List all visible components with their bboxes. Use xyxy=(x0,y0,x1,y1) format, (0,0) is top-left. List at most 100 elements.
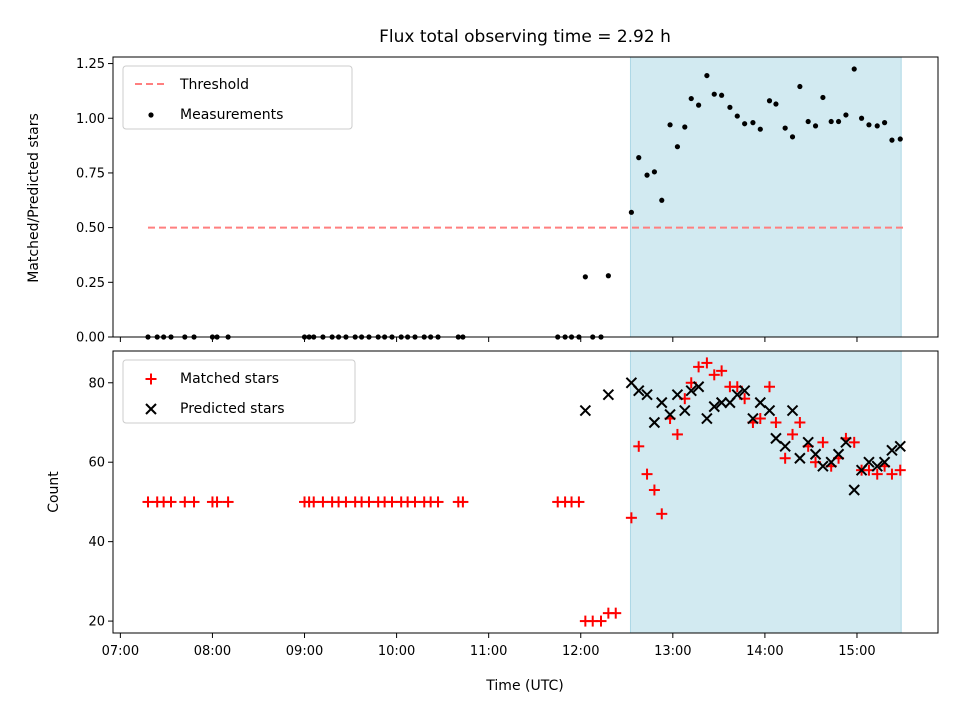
legend-label: Measurements xyxy=(180,107,283,123)
bottom-point xyxy=(648,484,660,496)
top-y-tick-label: 0.00 xyxy=(76,331,105,346)
x-tick-label: 15:00 xyxy=(838,644,875,659)
bottom-point xyxy=(763,404,776,417)
bottom-point xyxy=(671,428,683,440)
bottom-point xyxy=(848,436,860,448)
x-tick-label: 10:00 xyxy=(378,644,415,659)
bottom-series-0 xyxy=(142,357,906,627)
top-subplot: 0.00 0.25 0.50 0.75 1.00 1.25 Threshold Measure… xyxy=(76,56,939,346)
bottom-point xyxy=(817,436,829,448)
legend-box xyxy=(122,359,356,424)
top-point xyxy=(820,94,826,101)
top-point xyxy=(727,104,733,110)
x-axis-label: Time (UTC) xyxy=(485,678,563,694)
legend-label: Predicted stars xyxy=(180,401,285,417)
bottom-y-axis-label: Count xyxy=(46,471,62,513)
bottom-point xyxy=(738,385,751,397)
top-point xyxy=(812,123,819,129)
bottom-point xyxy=(802,436,814,449)
bottom-point xyxy=(786,404,799,417)
bottom-point xyxy=(610,607,622,619)
top-point xyxy=(835,118,842,125)
bottom-point xyxy=(579,404,592,417)
top-point xyxy=(789,134,796,140)
bottom-point xyxy=(625,512,637,524)
bottom-y-tick-label: 40 xyxy=(88,535,105,550)
bottom-point xyxy=(409,496,421,508)
bottom-point xyxy=(692,381,705,393)
bottom-point xyxy=(679,404,691,417)
bottom-point xyxy=(886,444,898,457)
top-point xyxy=(881,120,888,126)
top-point xyxy=(682,124,688,130)
bottom-point xyxy=(432,496,444,508)
bottom-point xyxy=(188,496,200,508)
top-point xyxy=(805,118,811,125)
bottom-point xyxy=(656,508,668,520)
bottom-point xyxy=(817,460,829,472)
bottom-point xyxy=(878,456,891,468)
top-point xyxy=(828,118,834,125)
bottom-point xyxy=(641,388,653,401)
bottom-point xyxy=(671,388,684,401)
bottom-point xyxy=(363,496,375,508)
top-point xyxy=(742,121,748,127)
bottom-series-1 xyxy=(579,377,906,496)
bottom-point xyxy=(165,496,177,508)
bottom-point xyxy=(708,369,720,381)
x-tick-label: 12:00 xyxy=(562,644,599,659)
bottom-point xyxy=(633,385,645,397)
bottom-point xyxy=(715,396,728,409)
bottom-point xyxy=(871,468,883,480)
bottom-point xyxy=(648,416,661,429)
top-point xyxy=(667,122,673,128)
top-point xyxy=(773,101,779,107)
top-point xyxy=(874,123,880,129)
bottom-legend: Matched stars Predicted stars xyxy=(122,359,356,424)
bottom-point xyxy=(794,452,806,464)
top-point xyxy=(711,91,717,97)
bottom-point xyxy=(840,436,852,449)
x-tick-label: 14:00 xyxy=(746,644,783,659)
bottom-point xyxy=(142,496,154,508)
bottom-point xyxy=(222,496,234,508)
bottom-point xyxy=(595,615,607,627)
bottom-observing-region xyxy=(629,350,902,634)
top-point xyxy=(659,197,665,203)
top-y-tick-label: 1.00 xyxy=(76,112,105,127)
bottom-point xyxy=(863,456,875,468)
top-point xyxy=(696,102,702,108)
bottom-point xyxy=(779,440,791,453)
x-tick-label: 08:00 xyxy=(194,644,231,659)
bottom-subplot: 20 40 60 80 07:00 08:00 09:00 10:00 11:00 12:00 13… xyxy=(88,350,939,659)
bottom-point xyxy=(754,396,767,409)
top-point xyxy=(889,137,895,143)
bottom-point xyxy=(317,496,329,508)
top-legend: Threshold Measurements xyxy=(122,65,353,130)
top-axes-frame xyxy=(112,56,939,338)
legend-label: Matched stars xyxy=(180,371,279,387)
top-point xyxy=(797,83,803,90)
top-y-tick-label: 0.50 xyxy=(76,221,105,236)
bottom-point xyxy=(308,496,320,508)
legend-label: Threshold xyxy=(179,77,249,93)
top-point xyxy=(644,172,650,178)
bottom-point xyxy=(770,416,782,428)
top-y-tick-label: 1.25 xyxy=(76,57,105,72)
top-point xyxy=(750,120,756,126)
bottom-point xyxy=(770,432,782,445)
bottom-point xyxy=(894,464,906,476)
top-point xyxy=(651,169,658,175)
bottom-point xyxy=(693,361,705,373)
bottom-point xyxy=(701,412,713,425)
bottom-point xyxy=(764,381,776,393)
bottom-point xyxy=(641,468,653,480)
bottom-point xyxy=(573,496,585,508)
bottom-point xyxy=(708,400,720,413)
bottom-point xyxy=(656,396,668,409)
top-point xyxy=(688,95,694,102)
bottom-point xyxy=(779,452,791,464)
legend-marker-x xyxy=(145,403,157,415)
top-point xyxy=(782,125,788,131)
